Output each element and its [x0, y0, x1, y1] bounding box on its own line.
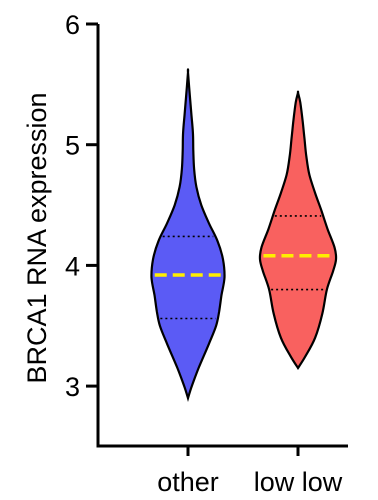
y-axis-label: BRCA1 RNA expression	[22, 92, 52, 383]
violin-low-low	[258, 90, 338, 371]
y-tick-label: 4	[65, 251, 80, 281]
x-tick-label: low low	[254, 467, 343, 497]
violins	[150, 68, 338, 403]
axes: 3 4 5 6 other low low	[65, 10, 348, 497]
y-tick-label: 5	[65, 131, 80, 161]
x-tick-label: other	[157, 467, 219, 497]
y-tick-label: 3	[65, 372, 80, 402]
y-tick-label: 6	[65, 10, 80, 40]
violin-other	[150, 68, 226, 403]
